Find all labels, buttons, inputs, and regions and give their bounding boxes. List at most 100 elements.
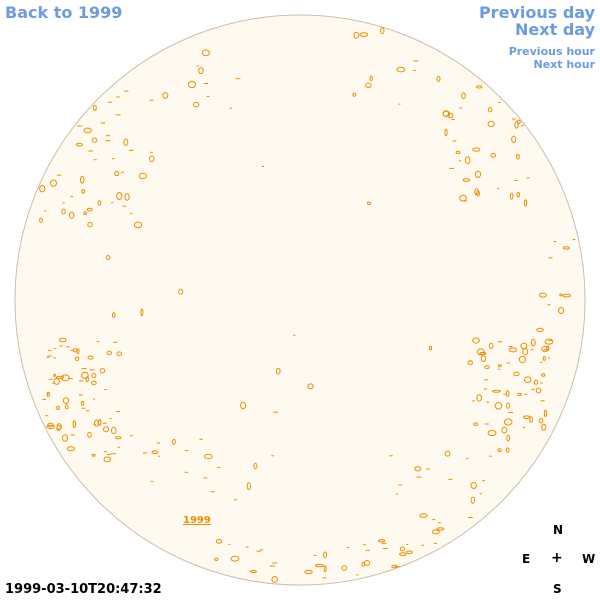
contour-mark (50, 179, 57, 187)
contour-mark (517, 392, 522, 396)
contour-mark (91, 373, 97, 378)
contour-mark (97, 200, 102, 206)
contour-mark (39, 217, 43, 223)
contour-mark (558, 307, 565, 314)
year-label-link[interactable]: 1999 (183, 515, 211, 526)
contour-mark (204, 453, 213, 460)
contour-mark (459, 194, 467, 202)
contour-mark (535, 387, 542, 394)
contour-mark (86, 207, 93, 212)
previous-hour-link[interactable]: Previous hour (508, 45, 595, 58)
contour-mark (472, 147, 481, 152)
contour-mark (541, 345, 550, 352)
contour-mark (249, 570, 257, 573)
contour-mark (55, 375, 65, 379)
contour-mark (480, 355, 487, 363)
contour-mark (66, 446, 76, 452)
contour-mark (470, 482, 477, 489)
contour-mark (172, 438, 176, 445)
contour-mark (75, 142, 83, 147)
contour-mark (516, 154, 520, 160)
contour-mark (428, 345, 433, 351)
contour-mark (524, 376, 532, 384)
contour-mark (87, 355, 94, 360)
contour-mark (447, 112, 454, 119)
contour-mark (476, 85, 483, 89)
contour-mark (377, 539, 386, 543)
contour-mark (497, 364, 502, 368)
contour-mark (523, 415, 531, 420)
contour-mark (467, 360, 473, 366)
contour-mark (275, 367, 281, 375)
contour-mark (509, 192, 514, 200)
contour-mark (99, 368, 106, 374)
contour-mark (476, 348, 485, 356)
contour-mark (323, 565, 327, 573)
contour-mark (81, 189, 86, 194)
contour-mark (494, 402, 503, 410)
contour-mark (352, 92, 357, 97)
contour-mark (112, 312, 116, 318)
contour-mark (562, 246, 570, 250)
contour-mark (419, 513, 428, 518)
contour-mark (369, 75, 373, 82)
contour-mark (151, 450, 159, 455)
contour-mark (462, 178, 470, 182)
contour-mark (83, 127, 92, 134)
contour-mark (488, 342, 494, 349)
contour-mark (215, 539, 223, 544)
contour-mark (487, 107, 493, 113)
contour-mark (399, 552, 407, 556)
back-to-year-link[interactable]: Back to 1999 (5, 3, 123, 22)
contour-mark (323, 551, 328, 559)
contour-mark (124, 193, 130, 201)
contour-mark (114, 170, 120, 177)
contour-mark (529, 416, 533, 423)
contour-mark (506, 434, 511, 442)
contour-mark (524, 199, 528, 207)
contour-mark (80, 401, 85, 406)
contour-mark (140, 308, 144, 317)
contour-mark (399, 546, 406, 552)
contour-mark (149, 155, 155, 163)
contour-mark (514, 121, 519, 129)
contour-mark (476, 394, 483, 402)
contour-mark (69, 211, 75, 219)
contour-mark (56, 423, 62, 431)
contour-mark (476, 190, 480, 197)
contour-mark (83, 211, 87, 216)
contour-mark (487, 120, 495, 128)
contour-mark (193, 101, 200, 108)
contour-mark (46, 391, 50, 397)
contour-mark (106, 255, 111, 260)
contour-mark (506, 402, 511, 409)
contour-mark (39, 184, 46, 193)
contour-mark (47, 422, 54, 428)
contour-mark (487, 429, 497, 437)
previous-day-link[interactable]: Previous day (478, 3, 595, 22)
contour-mark (455, 150, 461, 155)
contour-mark (123, 138, 129, 146)
contour-mark (472, 337, 480, 344)
next-hour-link[interactable]: Next hour (533, 58, 596, 71)
contour-mark (516, 192, 520, 198)
contour-mark (116, 351, 123, 357)
contour-mark (474, 170, 482, 178)
contour-mark (559, 293, 563, 297)
contour-mark (538, 292, 547, 298)
contour-mark (271, 576, 279, 583)
contour-mark (91, 137, 98, 143)
contour-mark (53, 373, 57, 377)
contour-mark (74, 356, 80, 361)
next-day-link[interactable]: Next day (515, 20, 595, 39)
contour-mark (366, 201, 372, 206)
contour-mark (503, 418, 513, 426)
contour-mark (304, 569, 313, 575)
contour-mark (484, 365, 490, 370)
contour-mark (536, 327, 544, 333)
compass-east: E (522, 552, 531, 566)
contour-mark (230, 555, 240, 562)
contour-mark (511, 135, 517, 143)
contour-mark (115, 436, 122, 440)
